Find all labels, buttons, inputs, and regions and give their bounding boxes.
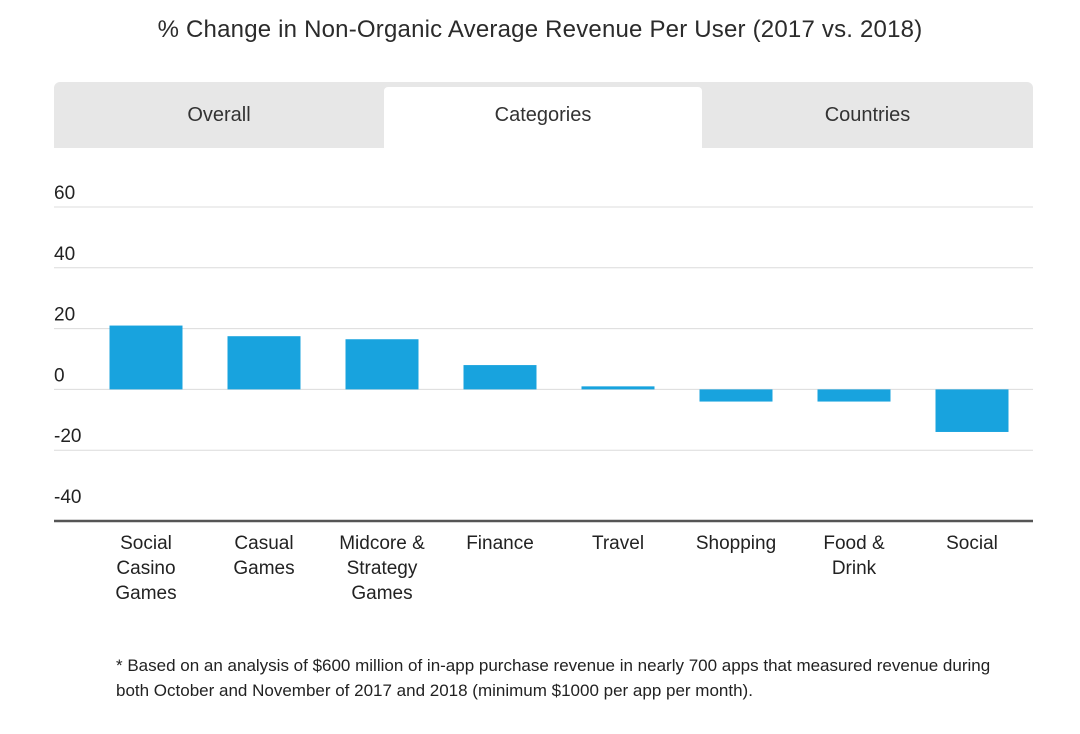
tab-categories[interactable]: Categories <box>384 87 702 148</box>
footnote: * Based on an analysis of $600 million o… <box>116 656 991 700</box>
x-tick-label: Shopping <box>696 533 776 554</box>
y-tick-label: 20 <box>54 305 75 326</box>
x-tick-label: Social <box>946 533 998 554</box>
y-tick-label: -40 <box>54 487 81 508</box>
bar <box>345 339 419 390</box>
y-tick-label: 40 <box>54 244 75 265</box>
x-tick-label: Food & Drink <box>823 533 885 579</box>
x-tick-label: Travel <box>592 533 644 554</box>
tab-countries[interactable]: Countries <box>824 104 911 126</box>
bar-chart: 60 40 20 0 -20 -40 Social Casino Games Casual Gam… <box>54 183 1033 604</box>
x-tick-label: Midcore & Strategy Games <box>339 533 425 604</box>
gridlines <box>54 206 1033 451</box>
bar <box>227 336 301 390</box>
x-tick-label: Social Casino Games <box>115 533 176 604</box>
bar <box>699 389 773 402</box>
y-axis-ticks: 60 40 20 0 -20 -40 <box>54 183 81 508</box>
bar <box>817 389 891 402</box>
bar <box>109 325 183 390</box>
bars <box>109 325 1009 432</box>
x-tick-label: Finance <box>466 533 534 554</box>
tab-bar: Overall Categories Countries <box>54 82 1033 148</box>
x-tick-label: Casual Games <box>233 533 294 579</box>
y-tick-label: 60 <box>54 183 75 204</box>
chart-title: % Change in Non-Organic Average Revenue … <box>157 16 923 43</box>
y-tick-label: 0 <box>54 365 65 386</box>
x-axis-labels: Social Casino Games Casual Games Midcore & Str… <box>115 533 998 604</box>
bar <box>463 365 537 390</box>
y-tick-label: -20 <box>54 426 81 447</box>
bar <box>935 389 1009 432</box>
bar <box>581 386 655 390</box>
tab-overall[interactable]: Overall <box>187 104 251 126</box>
